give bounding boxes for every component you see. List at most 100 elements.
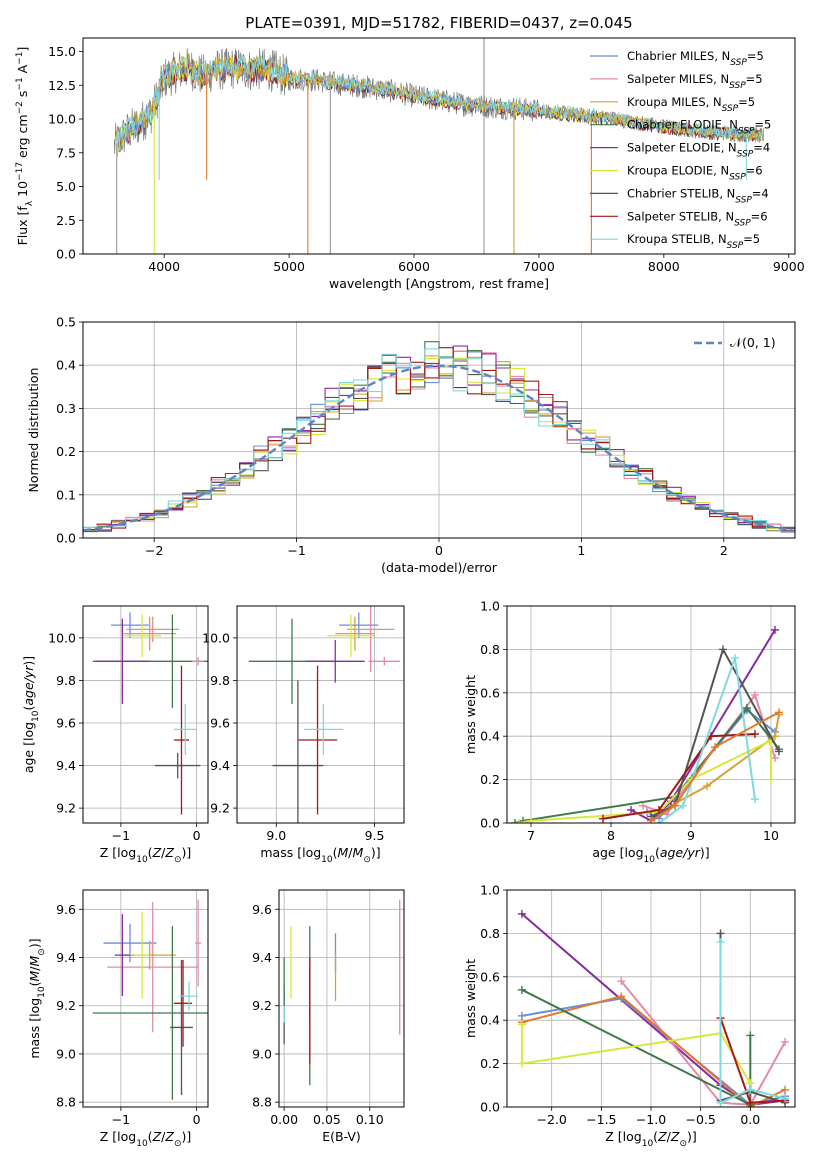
- y-tick-label: 0.0: [480, 816, 500, 831]
- error-bar-point: [179, 981, 199, 1011]
- z_vs_mass-y-axis-label: mass [log10(M/M⊙)]: [27, 938, 47, 1058]
- panels-layer: 4000 5000 6000 7000 8000 90000.02.55.07.510.0…: [15, 37, 805, 1149]
- x-tick-label: −0.5: [685, 1112, 715, 1127]
- error-bar-point: [303, 703, 344, 755]
- residual-histogram-salpeter_stelib: [83, 347, 795, 536]
- y-tick-label: 15.0: [48, 44, 76, 59]
- z_vs_age-plot-area: [92, 612, 208, 815]
- y-tick-label: 5.0: [56, 179, 76, 194]
- weight-series-orange_extra: [650, 711, 780, 822]
- x-tick-label: −1: [112, 828, 130, 843]
- y-tick-label: 0.5: [56, 315, 76, 330]
- weight-series-salpeter_miles: [620, 980, 786, 1106]
- weight-marker: [517, 909, 526, 918]
- x-tick-label: 4000: [148, 259, 180, 274]
- spectrum-legend: Chabrier MILES, NSSP=5 Salpeter MILES, NS…: [590, 49, 771, 251]
- weight-series-chabrier_stelib: [650, 646, 780, 818]
- z_vs_age-panel: −1 0 9.2 9.4 9.6 9.8 10.0 Z [log10(Z/Z⊙)] age [l…: [21, 605, 209, 865]
- x-tick-label: 1: [577, 543, 585, 558]
- error-bar-point: [103, 923, 157, 963]
- weight-marker: [771, 753, 779, 762]
- x-tick-label: 9000: [773, 259, 805, 274]
- weight-series-orange_extra: [521, 995, 786, 1107]
- weight-marker: [527, 816, 535, 823]
- error-bar-point: [134, 911, 150, 999]
- y-tick-label: 0.1: [56, 487, 76, 502]
- weight-marker: [719, 645, 727, 654]
- axes-frame: [82, 889, 209, 1108]
- legend-label: Chabrier ELODIE, NSSP=5: [627, 118, 771, 137]
- y-tick-label: 10.0: [48, 630, 76, 645]
- x-tick-label: 10: [763, 828, 779, 843]
- x-tick-label: −1.5: [586, 1112, 616, 1127]
- y-tick-label: 9.4: [210, 758, 230, 773]
- x-tick-label: 7: [527, 828, 535, 843]
- y-tick-label: 0.3: [56, 401, 76, 416]
- x-tick-label: 2: [720, 543, 728, 558]
- error-bar-point: [92, 926, 208, 1100]
- weight-marker: [627, 805, 635, 814]
- x-tick-label: 9.5: [365, 828, 385, 843]
- error-bar-point: [195, 899, 202, 987]
- weight-marker: [599, 814, 607, 823]
- y-tick-label: 9.6: [56, 902, 76, 917]
- weight-marker: [617, 977, 626, 986]
- y-tick-label: 9.2: [252, 998, 272, 1013]
- weight-series-salpeter_stelib: [602, 733, 756, 820]
- axes-frame: [236, 605, 405, 824]
- error-bar-point: [327, 614, 375, 658]
- weight-marker: [746, 1085, 755, 1094]
- weight-marker: [711, 743, 719, 752]
- ebv_vs_mass-x-axis-label: E(B-V): [322, 1129, 361, 1144]
- weight-series-chabrier_stelib: [719, 933, 786, 1104]
- z_vs_age-x-axis-label: Z [log10(Z/Z⊙)]: [100, 845, 192, 865]
- weight-series-chabrier_elodie: [521, 988, 752, 1107]
- error-bar-point: [123, 616, 177, 651]
- error-bar-point: [297, 665, 338, 815]
- axes-frame: [278, 889, 405, 1108]
- y-tick-label: 0.2: [56, 444, 76, 459]
- x-tick-label: 0.10: [356, 1112, 384, 1127]
- y-tick-label: 9.6: [252, 902, 272, 917]
- spectrum-model-line-kroupa_stelib: [116, 54, 762, 154]
- y-tick-label: 9.2: [210, 801, 230, 816]
- y-tick-label: 9.2: [56, 801, 76, 816]
- weight-marker: [511, 819, 519, 823]
- y-tick-label: 0.4: [480, 729, 500, 744]
- x-tick-label: 0.05: [313, 1112, 341, 1127]
- weight-marker: [771, 732, 779, 741]
- weight-series-kroupa_stelib: [719, 942, 786, 1105]
- error-bar-point: [114, 914, 130, 997]
- weight-marker: [716, 938, 725, 947]
- age_vs_weight-plot-area: [511, 625, 783, 823]
- axes-frame: [82, 605, 209, 824]
- weight-marker: [517, 1020, 526, 1029]
- weight-marker: [517, 1059, 526, 1068]
- y-tick-label: 0.0: [480, 1100, 500, 1115]
- weight-marker: [775, 747, 783, 756]
- legend-label: Kroupa ELODIE, NSSP=6: [627, 164, 763, 183]
- error-bar-point: [192, 657, 205, 666]
- y-tick-label: 1.0: [480, 883, 500, 898]
- y-tick-label: 10.0: [48, 112, 76, 127]
- y-tick-label: 0.4: [56, 358, 76, 373]
- y-tick-label: 9.0: [56, 1046, 76, 1061]
- y-tick-label: 10.0: [202, 630, 230, 645]
- x-tick-label: −2: [145, 543, 163, 558]
- y-tick-label: 9.6: [56, 716, 76, 731]
- weight-marker: [671, 801, 679, 810]
- z_vs_mass-panel: −1 0 8.8 9.0 9.2 9.4 9.6 Z [log10(Z/Z⊙)] mass [l…: [27, 889, 209, 1149]
- x-tick-label: 0.0: [740, 1112, 760, 1127]
- y-tick-label: 0.8: [480, 926, 500, 941]
- x-tick-label: 9.0: [266, 828, 286, 843]
- axes-frame: [82, 37, 796, 255]
- figure-title: PLATE=0391, MJD=51782, FIBERID=0437, z=0…: [245, 14, 632, 32]
- residuals-panel: −2 −1 0 1 2 0.0 0.1 0.2 0.3 0.4 0.5 (data-model)/er…: [26, 315, 796, 575]
- y-tick-label: 9.4: [252, 950, 272, 965]
- y-tick-label: 0.2: [480, 772, 500, 787]
- weight-marker: [703, 782, 711, 791]
- weight-marker: [655, 819, 663, 823]
- weight-marker: [731, 654, 739, 663]
- spectrum-panel: 4000 5000 6000 7000 8000 9000 0.0 2.5 5.0 7.5 10.0…: [15, 37, 805, 291]
- residuals-plot-area: [83, 341, 795, 536]
